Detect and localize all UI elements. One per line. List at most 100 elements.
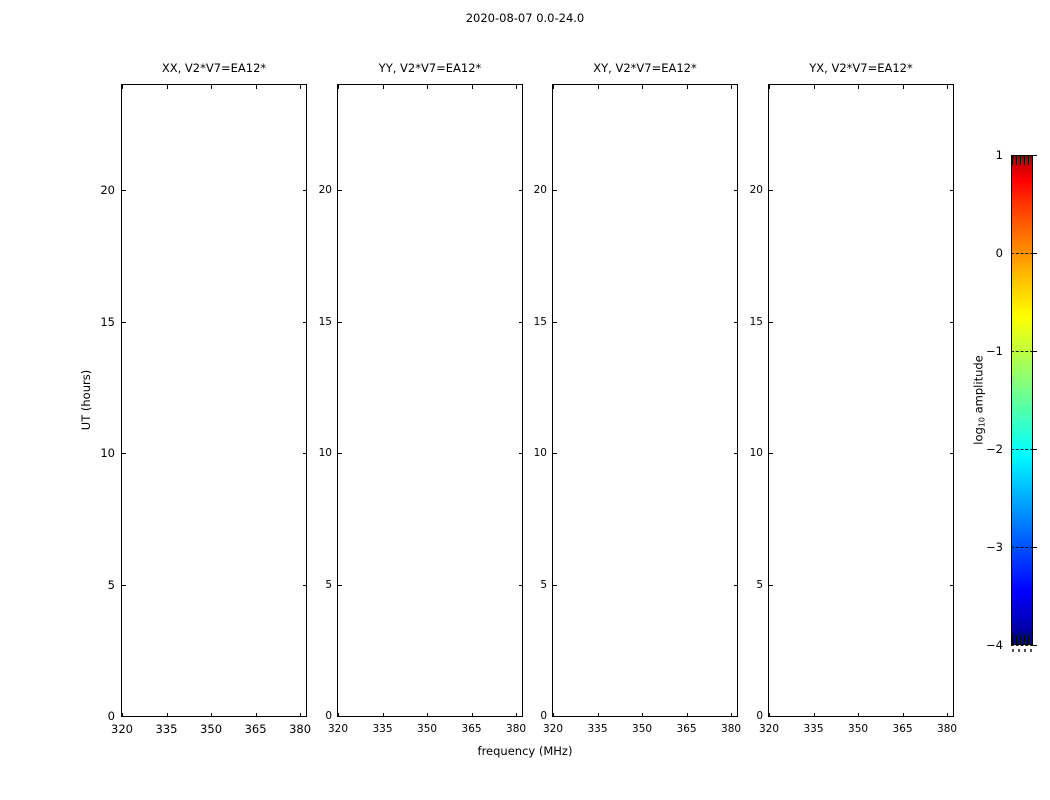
x-tick-mark	[858, 84, 860, 89]
y-tick-mark	[768, 453, 773, 455]
y-tick-mark	[337, 453, 342, 455]
x-tick-label: 335	[155, 722, 178, 736]
colorbar-tick-mark-outer	[1033, 155, 1037, 156]
x-tick-mark	[597, 712, 599, 717]
y-tick-mark	[552, 190, 557, 192]
y-tick-label: 0	[540, 710, 547, 722]
x-tick-mark	[642, 84, 644, 89]
y-axis-label: UT (hours)	[79, 369, 93, 431]
colorbar-tick-mark-outer	[1033, 253, 1037, 254]
x-tick-mark	[516, 84, 518, 89]
x-tick-mark	[382, 84, 384, 89]
x-tick-label: 380	[506, 723, 527, 735]
panel-xx-title: XX, V2*V7=EA12*	[161, 61, 267, 75]
x-tick-label: 380	[721, 723, 742, 735]
colorbar-tick-label: −1	[986, 344, 1003, 358]
x-tick-mark	[122, 712, 123, 717]
y-tick-mark	[302, 190, 307, 192]
y-tick-mark	[121, 584, 126, 586]
panel-xy[interactable]: XY, V2*V7=EA12* 320 335 350 365 380 0 5 10 15 20	[534, 61, 741, 735]
y-tick-label: 5	[325, 578, 332, 591]
colorbar-tick-mark	[1011, 155, 1033, 157]
y-tick-mark	[302, 453, 307, 455]
colorbar-tick-mark-outer	[1033, 547, 1037, 548]
x-tick-mark	[471, 84, 473, 89]
colorbar-gradient	[1011, 155, 1033, 645]
x-tick-mark	[300, 84, 302, 89]
y-tick-mark	[552, 584, 557, 586]
x-tick-label: 320	[111, 722, 133, 736]
y-tick-label: 10	[100, 446, 115, 461]
x-tick-mark	[553, 84, 554, 89]
x-axis-label: frequency (MHz)	[477, 744, 573, 758]
y-tick-mark	[949, 453, 954, 455]
colorbar-tick-mark	[1011, 449, 1033, 451]
y-tick-mark	[552, 716, 557, 717]
colorbar[interactable]: 1 0 −1 −2 −3 −4	[986, 148, 1037, 652]
y-tick-mark	[337, 321, 342, 323]
colorbar-label-main: log	[971, 427, 986, 445]
x-tick-label: 320	[327, 723, 349, 735]
y-tick-mark	[733, 584, 738, 586]
colorbar-tick-mark	[1011, 351, 1033, 353]
y-tick-mark	[949, 321, 954, 323]
colorbar-tick-label: −2	[986, 442, 1003, 456]
x-tick-label: 350	[200, 722, 223, 736]
colorbar-tick-mark-outer	[1033, 449, 1037, 450]
x-tick-label: 320	[758, 723, 780, 735]
x-tick-mark	[813, 712, 815, 717]
y-tick-mark	[733, 453, 738, 455]
y-tick-mark	[733, 190, 738, 192]
colorbar-under-marker-icon	[1012, 649, 1032, 652]
y-tick-mark	[768, 321, 773, 323]
colorbar-tick-mark	[1011, 547, 1033, 549]
panel-xx[interactable]: XX, V2*V7=EA12* 320 335 350 365 380 0 5 10 15 20	[100, 61, 311, 736]
panel-yx-title: YX, V2*V7=EA12*	[809, 61, 913, 75]
y-tick-mark	[121, 321, 126, 323]
y-tick-label: 20	[100, 183, 115, 198]
x-tick-label: 350	[417, 723, 438, 735]
colorbar-tick-label: 1	[995, 148, 1003, 162]
x-tick-label: 350	[848, 723, 869, 735]
panel-yx[interactable]: YX, V2*V7=EA12* 320 335 350 365 380 0 5 10 15 20	[750, 61, 957, 735]
colorbar-label-rest: amplitude	[971, 355, 986, 418]
x-tick-mark	[858, 712, 860, 717]
y-tick-mark	[518, 716, 523, 717]
y-tick-mark	[518, 321, 523, 323]
y-tick-mark	[768, 716, 773, 717]
x-tick-label: 335	[372, 723, 393, 735]
figure-suptitle: 2020-08-07 0.0-24.0	[465, 11, 585, 25]
x-tick-mark	[382, 712, 384, 717]
x-tick-label: 365	[461, 723, 482, 735]
x-tick-mark	[553, 712, 554, 717]
x-tick-mark	[427, 84, 429, 89]
colorbar-tick-mark	[1011, 253, 1033, 255]
x-tick-mark	[642, 712, 644, 717]
y-tick-label: 20	[318, 184, 332, 197]
y-tick-label: 0	[325, 710, 332, 722]
x-tick-label: 335	[803, 723, 824, 735]
x-tick-label: 380	[937, 723, 958, 735]
x-tick-mark	[597, 84, 599, 89]
x-tick-mark	[769, 712, 770, 717]
y-tick-mark	[302, 584, 307, 586]
panel-xy-title: XY, V2*V7=EA12*	[593, 61, 697, 75]
x-tick-mark	[769, 84, 770, 89]
x-tick-mark	[686, 712, 688, 717]
x-tick-label: 365	[892, 723, 913, 735]
y-tick-mark	[337, 584, 342, 586]
y-tick-label: 20	[533, 184, 547, 197]
y-tick-label: 5	[107, 577, 115, 592]
x-tick-mark	[338, 84, 339, 89]
y-tick-label: 5	[540, 578, 547, 591]
panel-yy[interactable]: YY, V2*V7=EA12* 320 335 350 365 380 0 5 10 15 20	[319, 61, 526, 735]
x-tick-mark	[471, 712, 473, 717]
y-tick-label: 0	[107, 709, 115, 723]
x-tick-label: 320	[542, 723, 564, 735]
x-tick-mark	[166, 712, 168, 717]
y-tick-mark	[552, 321, 557, 323]
colorbar-label: log10 amplitude	[972, 355, 987, 445]
y-tick-label: 15	[318, 315, 332, 328]
y-tick-mark	[733, 321, 738, 323]
